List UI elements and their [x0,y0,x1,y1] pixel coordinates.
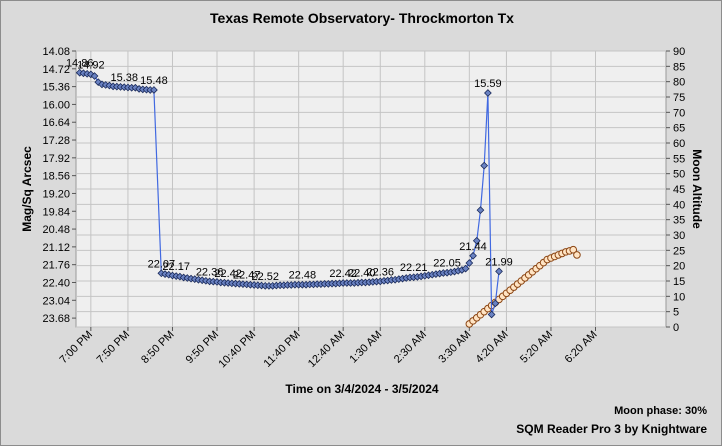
sqm-series [75,68,503,319]
sqm-data-label: 15.59 [474,78,502,90]
y-right-tick-label: 75 [673,92,685,104]
y-right-tick-label: 5 [673,307,679,319]
y-left-tick-label: 19.20 [42,188,70,200]
sqm-data-label: 14.86 [66,58,94,70]
footer-credit: SQM Reader Pro 3 by Knightware [516,422,707,436]
y-right-tick-label: 65 [673,123,685,135]
x-tick-label: 12:40 AM [306,329,347,370]
y-left-tick-label: 19.84 [42,206,70,218]
y-right-tick-label: 45 [673,184,685,196]
y-left-tick-label: 14.08 [42,46,70,58]
x-tick-label: 2:30 AM [392,329,429,366]
y-left-tick-label: 15.36 [42,82,70,94]
sqm-data-label: 22.42 [329,268,357,280]
y-right-tick-label: 55 [673,153,685,165]
x-tick-label: 8:50 PM [139,329,176,366]
sqm-data-label: 22.36 [367,266,395,278]
x-tick-label: 5:20 AM [518,329,555,366]
y-left-tick-label: 18.56 [42,171,70,183]
y-right-tick-label: 60 [673,138,685,150]
y-right-tick-label: 90 [673,46,685,58]
sqm-point [476,206,485,215]
sqm-data-label: 22.07 [148,258,176,270]
y-right-tick-label: 35 [673,215,685,227]
sqm-point [90,72,99,80]
y-right-tick-label: 30 [673,230,685,242]
sqm-point [465,259,474,267]
x-tick-label: 7:50 PM [95,329,132,366]
y-left-tick-label: 23.68 [42,313,70,325]
x-tick-label: 9:50 PM [184,329,221,366]
sqm-data-label: 22.17 [162,261,190,273]
sqm-point [461,264,470,273]
x-tick-label: 6:20 AM [563,329,600,366]
y-right-tick-label: 40 [673,199,685,211]
y-left-tick-label: 14.72 [42,64,70,76]
chart-title: Texas Remote Observatory- Throckmorton T… [210,10,514,26]
sqm-data-label: 14.92 [77,59,105,71]
y-right-tick-label: 80 [673,77,685,89]
sqm-data-label: 22.36 [196,266,224,278]
y-left-tick-label: 21.12 [42,242,70,254]
y-left-tick-label: 22.40 [42,277,70,289]
sqm-data-label: 21.99 [485,256,513,268]
moon-point [573,251,581,259]
sqm-data-label: 21.44 [459,241,487,253]
y-left-tick-label: 17.28 [42,135,70,147]
y-axis-left-label: Mag/Sq Arcsec [20,146,34,232]
y-right-tick-label: 0 [673,322,679,334]
moon-phase-text: Moon phase: 30% [614,405,707,417]
y-axis-right-label: Moon Altitude [690,149,704,229]
sqm-data-label: 22.48 [289,270,317,282]
sqm-data-label: 22.42 [214,268,242,280]
y-right-tick-label: 85 [673,61,685,73]
sqm-data-label: 22.40 [348,267,376,279]
x-tick-label: 3:30 AM [436,329,473,366]
y-left-tick-label: 20.48 [42,224,70,236]
sqm-data-label: 22.05 [433,258,461,270]
y-right-tick-label: 50 [673,169,685,181]
sqm-data-label: 15.38 [110,72,138,84]
y-left-tick-label: 23.04 [42,295,70,307]
x-tick-label: 1:30 AM [347,329,384,366]
sqm-point [472,236,481,245]
x-tick-label: 7:00 PM [58,329,95,366]
moon-point [569,245,578,254]
y-right-tick-label: 20 [673,261,685,273]
x-axis-label: Time on 3/4/2024 - 3/5/2024 [285,382,439,396]
y-left-tick-label: 21.76 [42,260,70,272]
y-right-tick-label: 15 [673,276,685,288]
sqm-point [150,86,158,94]
y-right-tick-label: 70 [673,107,685,119]
sqm-data-label: 22.52 [251,271,279,283]
sqm-data-label: 15.48 [140,75,168,87]
sqm-point [469,251,477,260]
y-left-tick-label: 16.64 [42,117,70,129]
y-left-tick-label: 16.00 [42,99,70,111]
y-right-tick-label: 10 [673,291,685,303]
sqm-point [480,161,489,170]
sqm-data-label: 22.47 [233,269,261,281]
sqm-data-label: 22.21 [400,262,428,274]
x-tick-label: 4:20 AM [474,329,511,366]
sqm-point [491,299,500,308]
sqm-point [495,267,503,276]
x-tick-label: 11:40 PM [262,329,303,370]
sqm-point [484,89,492,97]
y-right-tick-label: 25 [673,245,685,257]
x-tick-label: 10:40 PM [216,329,258,371]
y-left-tick-label: 17.92 [42,153,70,165]
sqm-point [487,310,496,319]
